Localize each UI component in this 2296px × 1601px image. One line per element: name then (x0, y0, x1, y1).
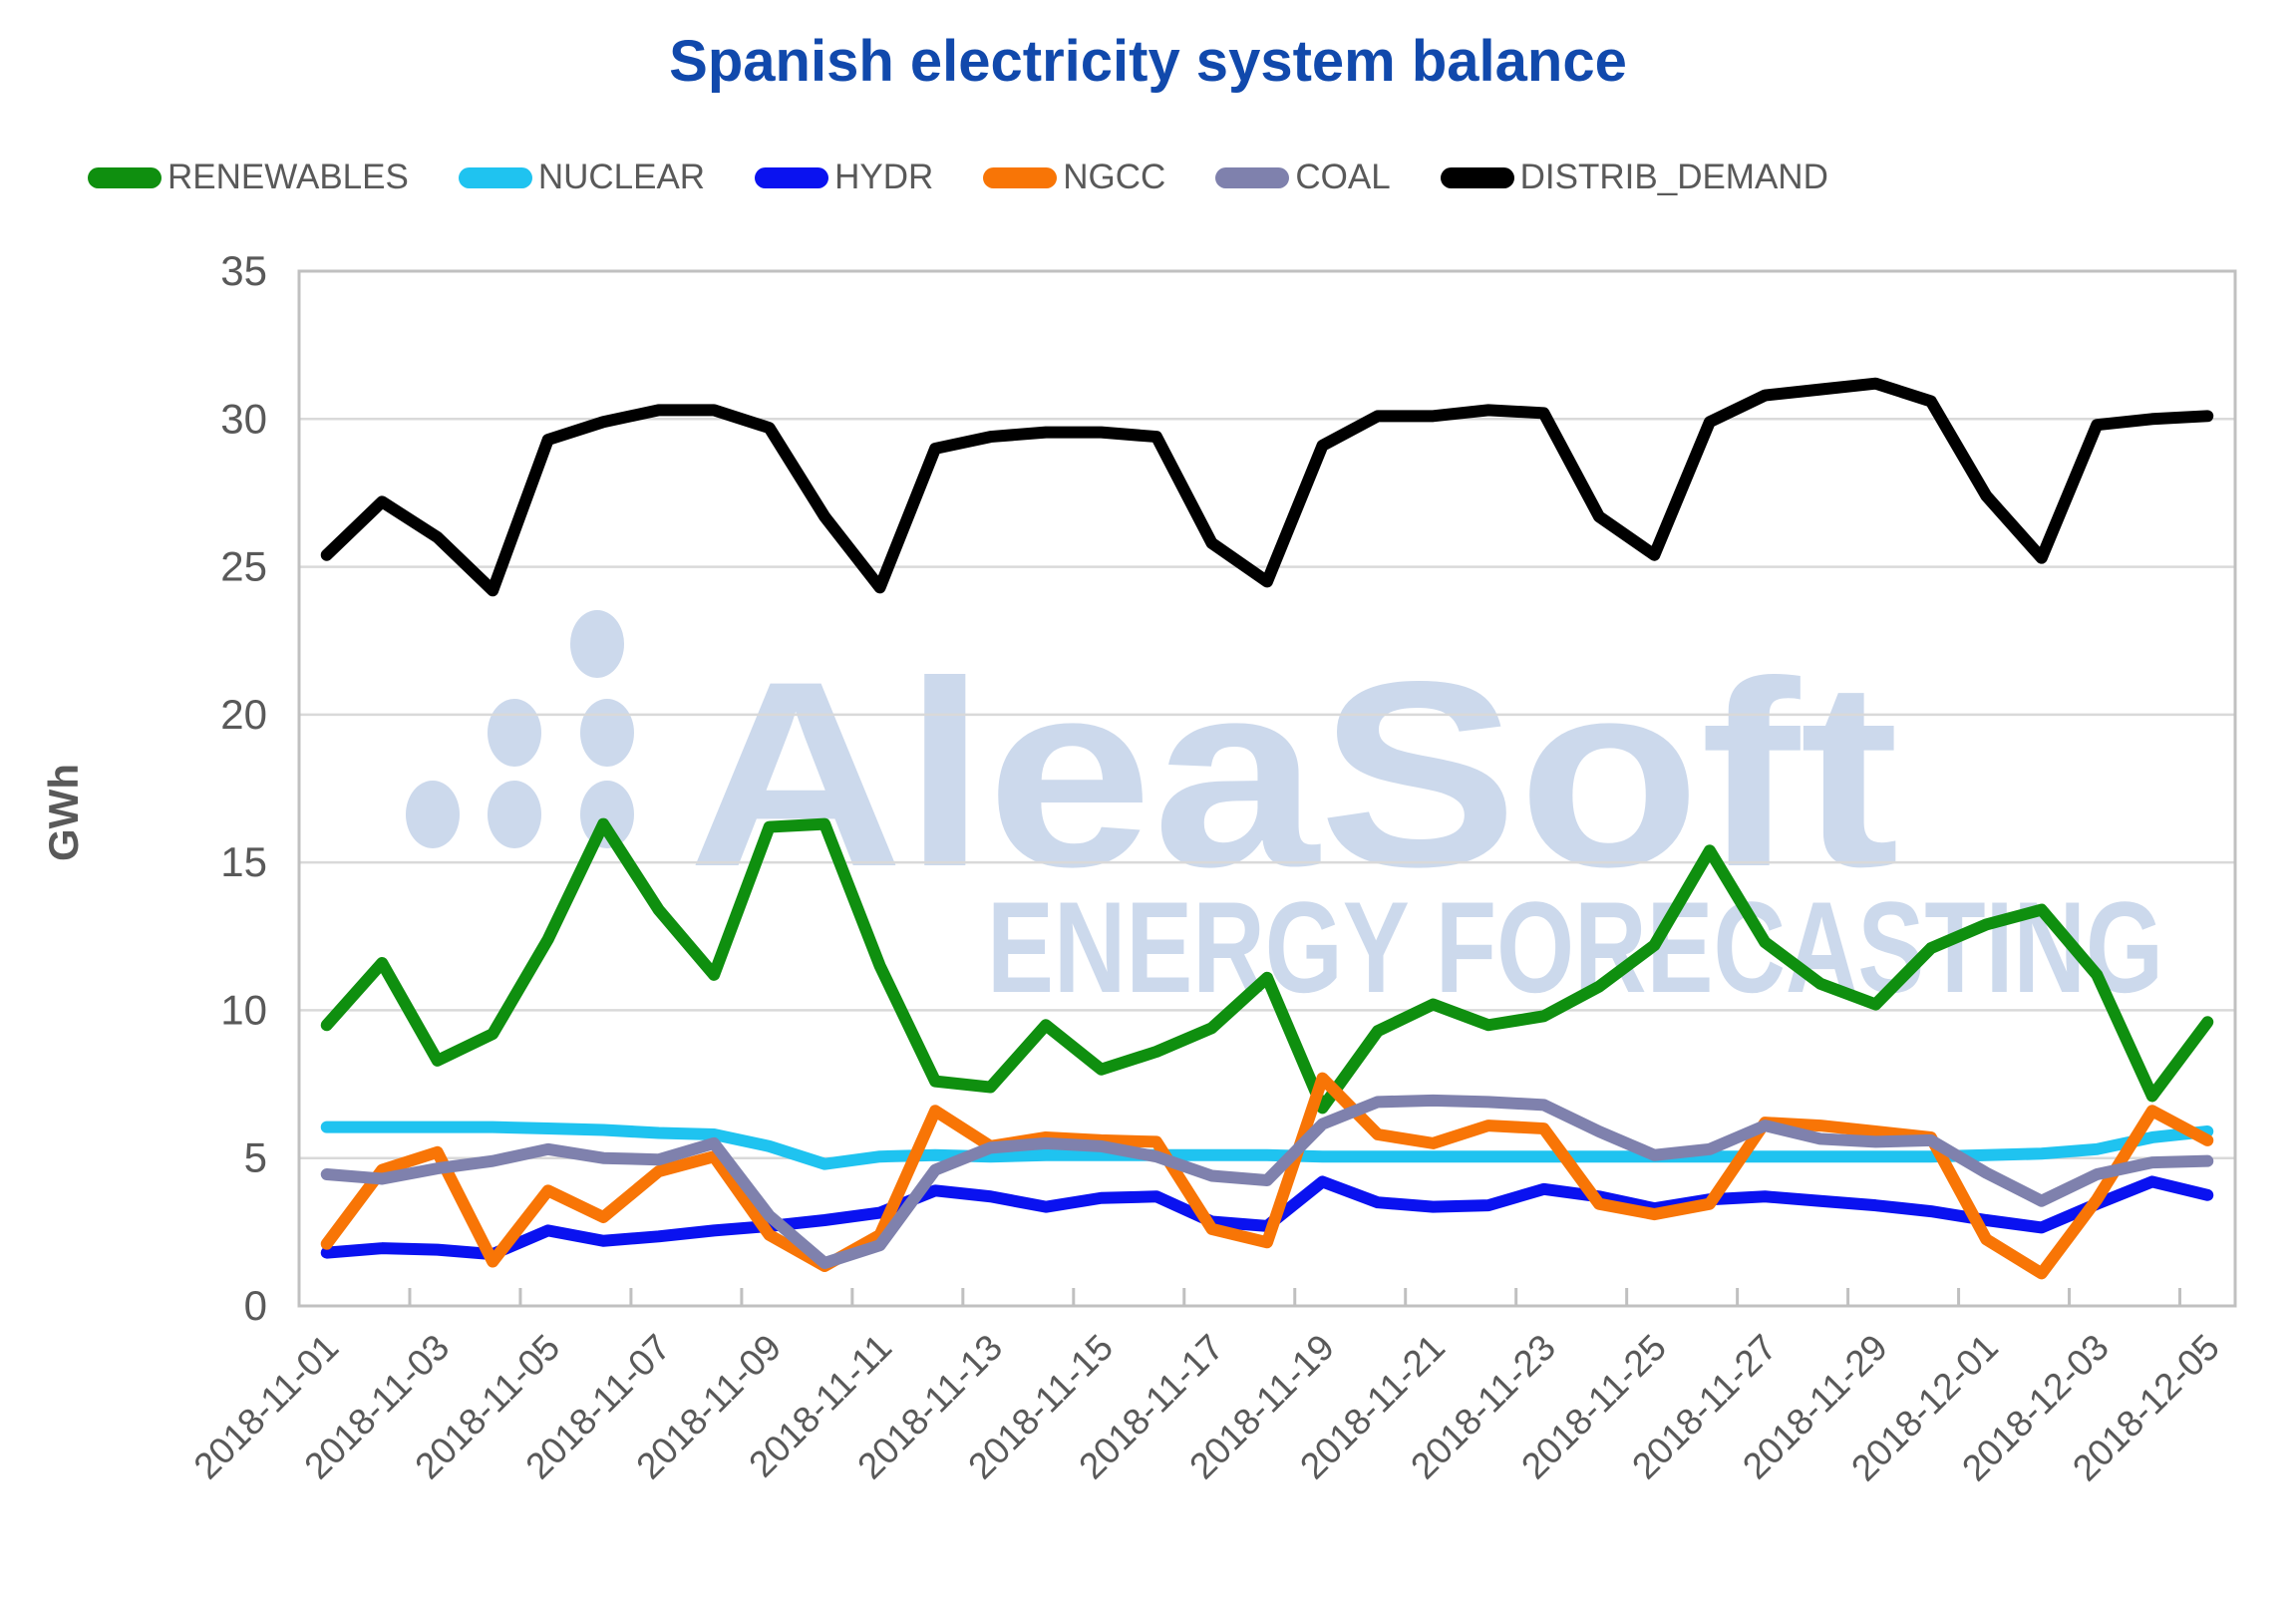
legend-swatch-nuclear (458, 166, 532, 188)
series-line-renewables (320, 817, 2214, 1115)
legend: RENEWABLES NUCLEAR HYDR NGCC COAL DISTRIB_DEM… (88, 158, 1828, 197)
page-title: Spanish electricity system balance (669, 29, 1627, 94)
legend-swatch-renewables (88, 166, 162, 188)
series-line-coal (320, 1094, 2214, 1269)
watermark-dot (488, 699, 541, 767)
y-tick-label: 15 (220, 838, 267, 885)
plot-frame (297, 269, 2237, 1308)
watermark-dots-logo (406, 610, 634, 848)
legend-swatch-ngcc (983, 166, 1058, 188)
series-line-distrib_demand (320, 377, 2214, 597)
legend-label: DISTRIB_DEMAND (1519, 158, 1828, 196)
y-axis-title: GWh (40, 764, 87, 861)
legend-item-ngcc: NGCC (983, 158, 1165, 197)
legend-swatch-hydr (755, 166, 829, 188)
legend-item-nuclear: NUCLEAR (458, 158, 706, 197)
y-tick-label: 10 (220, 986, 267, 1033)
legend-item-renewables: RENEWABLES (88, 158, 409, 197)
y-tick-label: 25 (220, 543, 267, 590)
x-axis-tick-labels: 2018-11-012018-11-032018-11-052018-11-07… (186, 1327, 2227, 1489)
y-tick-label: 0 (244, 1282, 267, 1329)
legend-item-coal: COAL (1215, 158, 1391, 197)
legend-label: NGCC (1063, 158, 1166, 196)
legend-label: NUCLEAR (537, 158, 706, 196)
watermark-dot (488, 781, 541, 848)
legend-label: HYDR (834, 158, 934, 196)
series-line-ngcc (320, 1072, 2214, 1280)
plot-border (297, 269, 2237, 1308)
legend-label: RENEWABLES (167, 158, 409, 196)
legend-label: COAL (1295, 158, 1391, 196)
watermark-dot (570, 610, 624, 678)
watermark-dot (406, 781, 460, 848)
legend-item-distrib_demand: DISTRIB_DEMAND (1440, 158, 1828, 197)
watermark-dot (580, 699, 634, 767)
legend-item-hydr: HYDR (755, 158, 933, 197)
y-tick-label: 20 (220, 691, 267, 738)
legend-swatch-distrib_demand (1440, 166, 1514, 188)
legend-swatch-coal (1215, 166, 1290, 188)
y-tick-label: 35 (220, 247, 267, 294)
series-line-nuclear (320, 1121, 2214, 1170)
y-tick-label: 5 (244, 1134, 267, 1181)
y-axis-tick-labels: 0 5 10 15 20 25 30 35 (220, 247, 267, 1329)
y-tick-label: 30 (220, 395, 267, 442)
watermark: AleaSoft ENERGY FORECASTING (406, 610, 2163, 1020)
series-lines (320, 377, 2214, 1280)
